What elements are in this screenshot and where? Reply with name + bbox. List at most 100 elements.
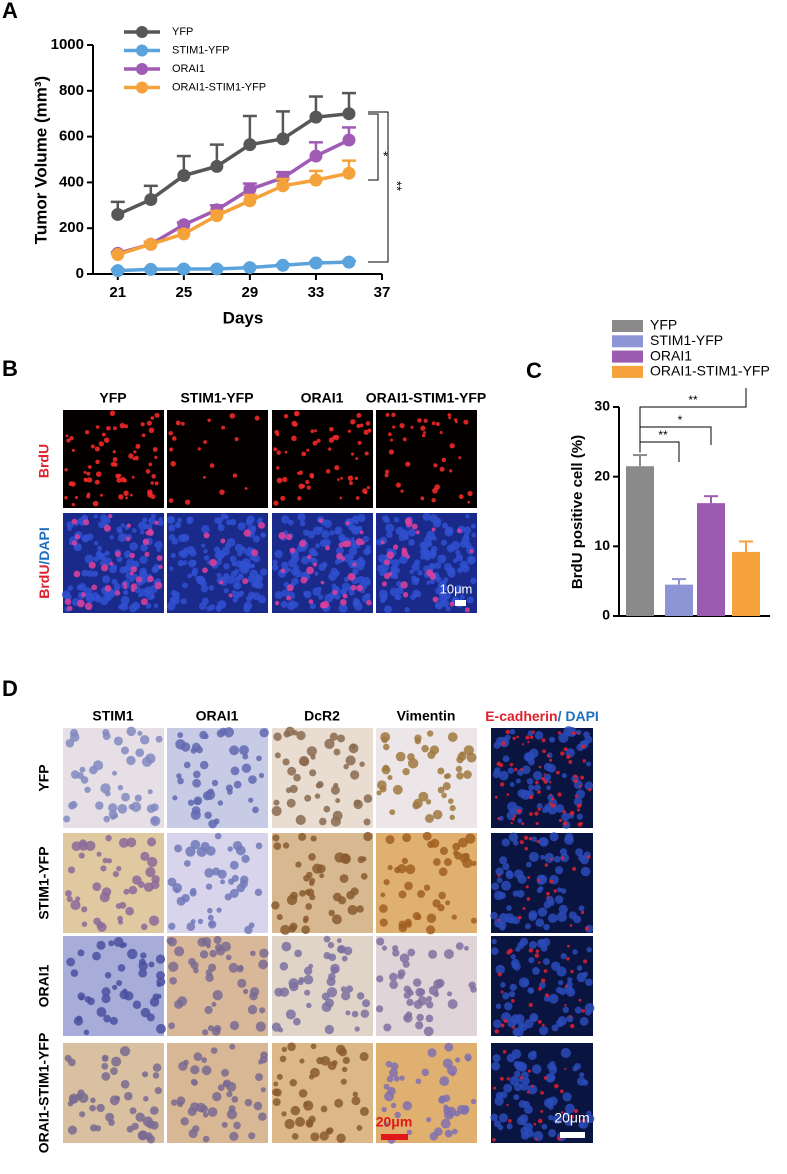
cell: [304, 989, 311, 996]
cell: [147, 789, 153, 795]
cell: [454, 851, 462, 860]
cell: [531, 1050, 537, 1057]
cell: [420, 496, 425, 501]
cell: [345, 755, 356, 766]
cell: [202, 567, 208, 574]
cell: [174, 999, 183, 1009]
cell: [356, 423, 361, 429]
cell: [306, 554, 312, 560]
cell: [411, 575, 417, 582]
cell: [70, 732, 80, 742]
cell: [93, 540, 99, 546]
cell: [197, 937, 207, 947]
cell: [549, 781, 552, 784]
cell: [451, 1128, 458, 1135]
cell: [329, 426, 334, 432]
cell: [201, 1057, 208, 1063]
cell: [540, 978, 546, 983]
cell: [148, 530, 154, 536]
cell: [470, 523, 476, 529]
cell: [305, 903, 313, 910]
cell: [437, 786, 445, 794]
cell: [110, 1067, 118, 1075]
cell: [357, 576, 366, 584]
cell: [336, 546, 344, 555]
cell: [191, 560, 197, 566]
cell: [512, 962, 521, 971]
cell: [504, 734, 511, 741]
cell: [585, 1114, 595, 1124]
cell: [116, 866, 122, 872]
cell: [151, 816, 159, 825]
cell: [76, 584, 83, 591]
panel-label: A: [2, 0, 18, 23]
scale-label: 20μm: [554, 1110, 589, 1126]
cell: [537, 807, 541, 811]
cell: [423, 418, 428, 423]
cell: [122, 581, 127, 586]
cell: [143, 1096, 149, 1102]
cell: [461, 564, 470, 573]
cell: [414, 559, 421, 566]
point: [309, 110, 323, 124]
cell: [280, 924, 291, 935]
cell: [560, 853, 570, 863]
cell: [573, 1109, 579, 1114]
cell: [570, 969, 574, 974]
cell: [151, 474, 157, 479]
cell: [259, 728, 269, 738]
row-label-red: BrdU: [36, 565, 52, 599]
cell: [67, 1125, 78, 1135]
cell: [534, 731, 544, 740]
cell: [281, 515, 290, 524]
cell: [397, 864, 407, 874]
bracket: [368, 113, 379, 181]
cell: [533, 1122, 537, 1126]
cell: [392, 544, 399, 550]
cell: [584, 781, 594, 791]
cell: [253, 1101, 263, 1111]
cell: [174, 888, 180, 894]
cell: [399, 953, 410, 963]
cell: [449, 804, 456, 812]
cell: [376, 790, 382, 796]
cell: [422, 512, 431, 521]
cell: [81, 569, 89, 577]
cell: [454, 584, 464, 594]
cell: [517, 769, 524, 776]
cell: [108, 940, 115, 947]
cell: [503, 1083, 513, 1093]
cell: [103, 1014, 111, 1023]
cell: [138, 968, 148, 978]
cell: [537, 907, 548, 917]
cell: [84, 602, 93, 611]
micrograph: [272, 936, 373, 1036]
cell: [111, 1056, 122, 1067]
cell: [170, 460, 176, 467]
cell: [126, 523, 131, 528]
cell: [237, 551, 243, 557]
cell: [449, 443, 455, 449]
cell: [553, 855, 561, 863]
cell: [580, 775, 585, 780]
cell: [93, 556, 100, 562]
cell: [546, 896, 549, 899]
cell: [124, 1091, 133, 1101]
cell: [463, 770, 472, 779]
cell: [572, 1065, 578, 1072]
cell: [352, 568, 359, 575]
cell: [506, 1103, 509, 1107]
cell: [385, 835, 395, 845]
cell: [229, 888, 239, 898]
cell: [300, 576, 308, 584]
cell: [92, 951, 101, 961]
cell: [176, 517, 183, 523]
cell: [104, 550, 110, 556]
cell: [101, 1062, 109, 1070]
cell: [129, 552, 135, 559]
cell: [510, 954, 516, 960]
cell: [229, 745, 240, 756]
cell: [534, 784, 541, 792]
cell: [77, 949, 85, 957]
point: [111, 207, 125, 221]
